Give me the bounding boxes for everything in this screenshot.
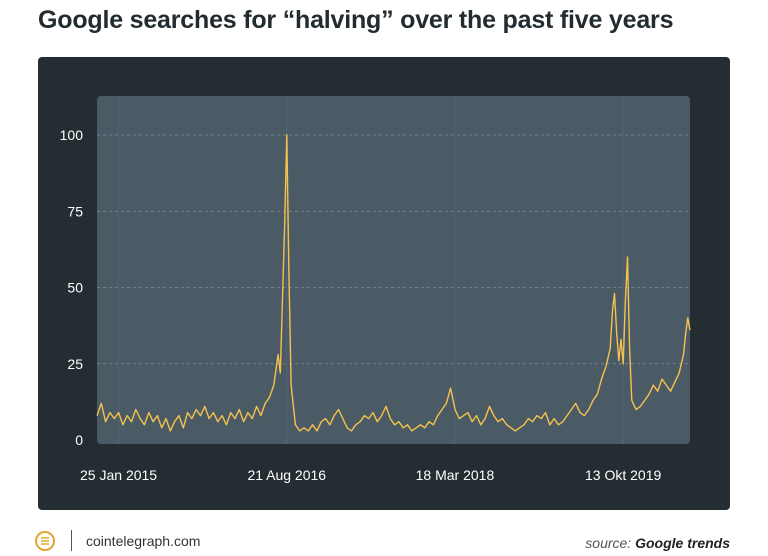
source-name: Google trends <box>635 535 730 551</box>
source-prefix: source: <box>585 535 632 551</box>
x-axis-labels: 25 Jan 2015 21 Aug 2016 18 Mar 2018 13 Okt … <box>80 467 661 483</box>
y-tick-label: 100 <box>60 127 84 143</box>
plot-area <box>97 96 690 444</box>
chart-panel: 0 25 50 75 100 25 Jan 2015 21 Aug 2016 18 Mar … <box>38 57 730 510</box>
x-tick-label: 25 Jan 2015 <box>80 467 157 483</box>
x-tick-label: 13 Okt 2019 <box>585 467 661 483</box>
x-tick-label: 21 Aug 2016 <box>247 467 326 483</box>
footer-source: source: Google trends <box>585 535 730 551</box>
series-layer <box>96 134 691 432</box>
chart-title: Google searches for “halving” over the p… <box>38 6 674 34</box>
series-line <box>96 134 691 432</box>
footer-site-name[interactable]: cointelegraph.com <box>86 533 201 549</box>
trend-chart: 0 25 50 75 100 25 Jan 2015 21 Aug 2016 18 Mar … <box>60 96 691 483</box>
y-tick-label: 0 <box>75 432 83 448</box>
footer-divider <box>71 530 72 551</box>
x-tick-label: 18 Mar 2018 <box>416 467 495 483</box>
cointelegraph-logo-icon <box>35 531 55 551</box>
y-tick-label: 25 <box>67 356 83 372</box>
y-tick-label: 50 <box>67 280 83 296</box>
y-axis-labels: 0 25 50 75 100 <box>60 127 84 448</box>
y-tick-label: 75 <box>67 203 83 219</box>
